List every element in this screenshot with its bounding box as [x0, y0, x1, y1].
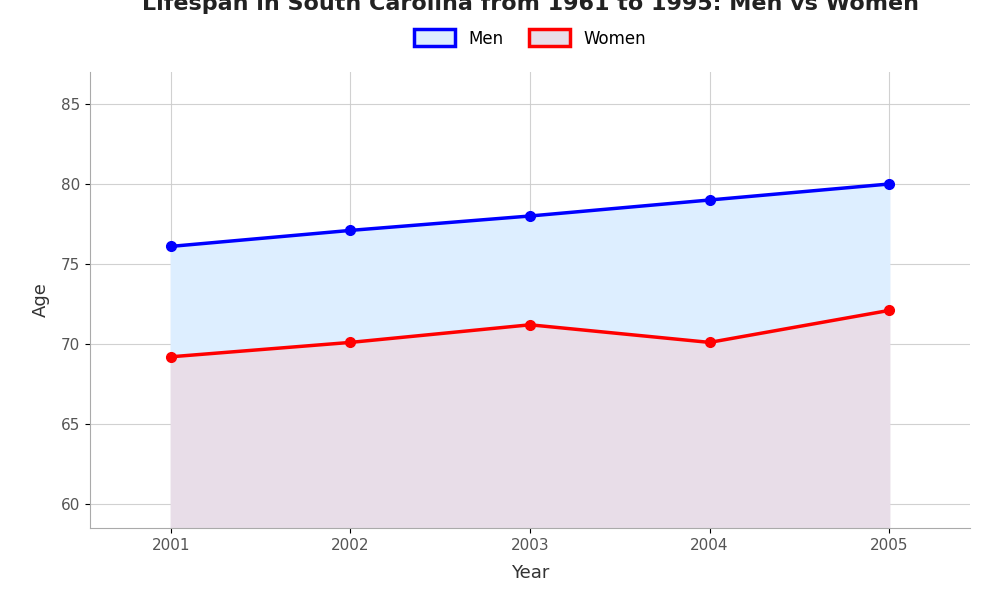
Title: Lifespan in South Carolina from 1961 to 1995: Men vs Women: Lifespan in South Carolina from 1961 to … [142, 0, 918, 13]
X-axis label: Year: Year [511, 564, 549, 582]
Y-axis label: Age: Age [32, 283, 50, 317]
Legend: Men, Women: Men, Women [405, 21, 655, 56]
